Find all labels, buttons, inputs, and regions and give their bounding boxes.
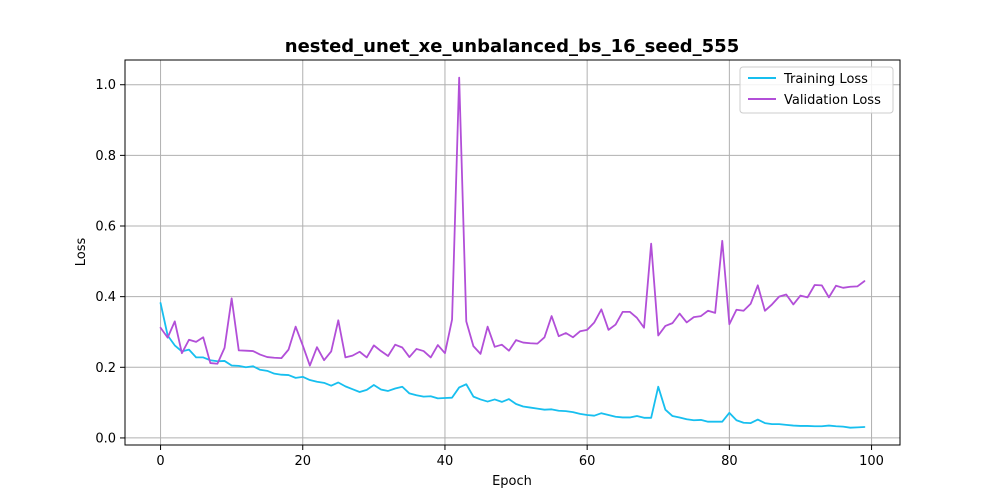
y-tick-label-1-0: 1.0: [95, 78, 116, 93]
series-line-validation-loss: [159, 76, 866, 367]
legend-label-training-loss: Training Loss: [783, 72, 868, 87]
y-tick-label-0-8: 0.8: [95, 149, 116, 164]
x-tick-label-100: 100: [859, 454, 884, 469]
legend-label-validation-loss: Validation Loss: [784, 93, 881, 108]
series-lines: [159, 76, 866, 429]
y-tick-label-0-4: 0.4: [95, 290, 116, 305]
axis-ticks: 0 20 40 60 80 100 0.0 0.2 0.4 0.6 0.8 1.0: [95, 78, 884, 469]
chart-title: nested_unet_xe_unbalanced_bs_16_seed_555: [285, 36, 739, 57]
x-tick-label-20: 20: [294, 454, 311, 469]
y-axis-label: Loss: [74, 238, 89, 267]
y-tick-label-0-0: 0.0: [95, 431, 116, 446]
x-axis-label: Epoch: [492, 474, 532, 489]
plot-frame: [124, 59, 901, 446]
x-tick-label-40: 40: [437, 454, 454, 469]
legend-box: [739, 66, 894, 114]
x-tick-label-0: 0: [156, 454, 164, 469]
y-tick-label-0-2: 0.2: [95, 361, 116, 376]
y-tick-label-0-6: 0.6: [95, 220, 116, 235]
series-line-training-loss: [159, 302, 866, 429]
legend: Training Loss Validation Loss: [739, 66, 894, 114]
x-tick-label-60: 60: [579, 454, 596, 469]
x-tick-label-80: 80: [721, 454, 738, 469]
